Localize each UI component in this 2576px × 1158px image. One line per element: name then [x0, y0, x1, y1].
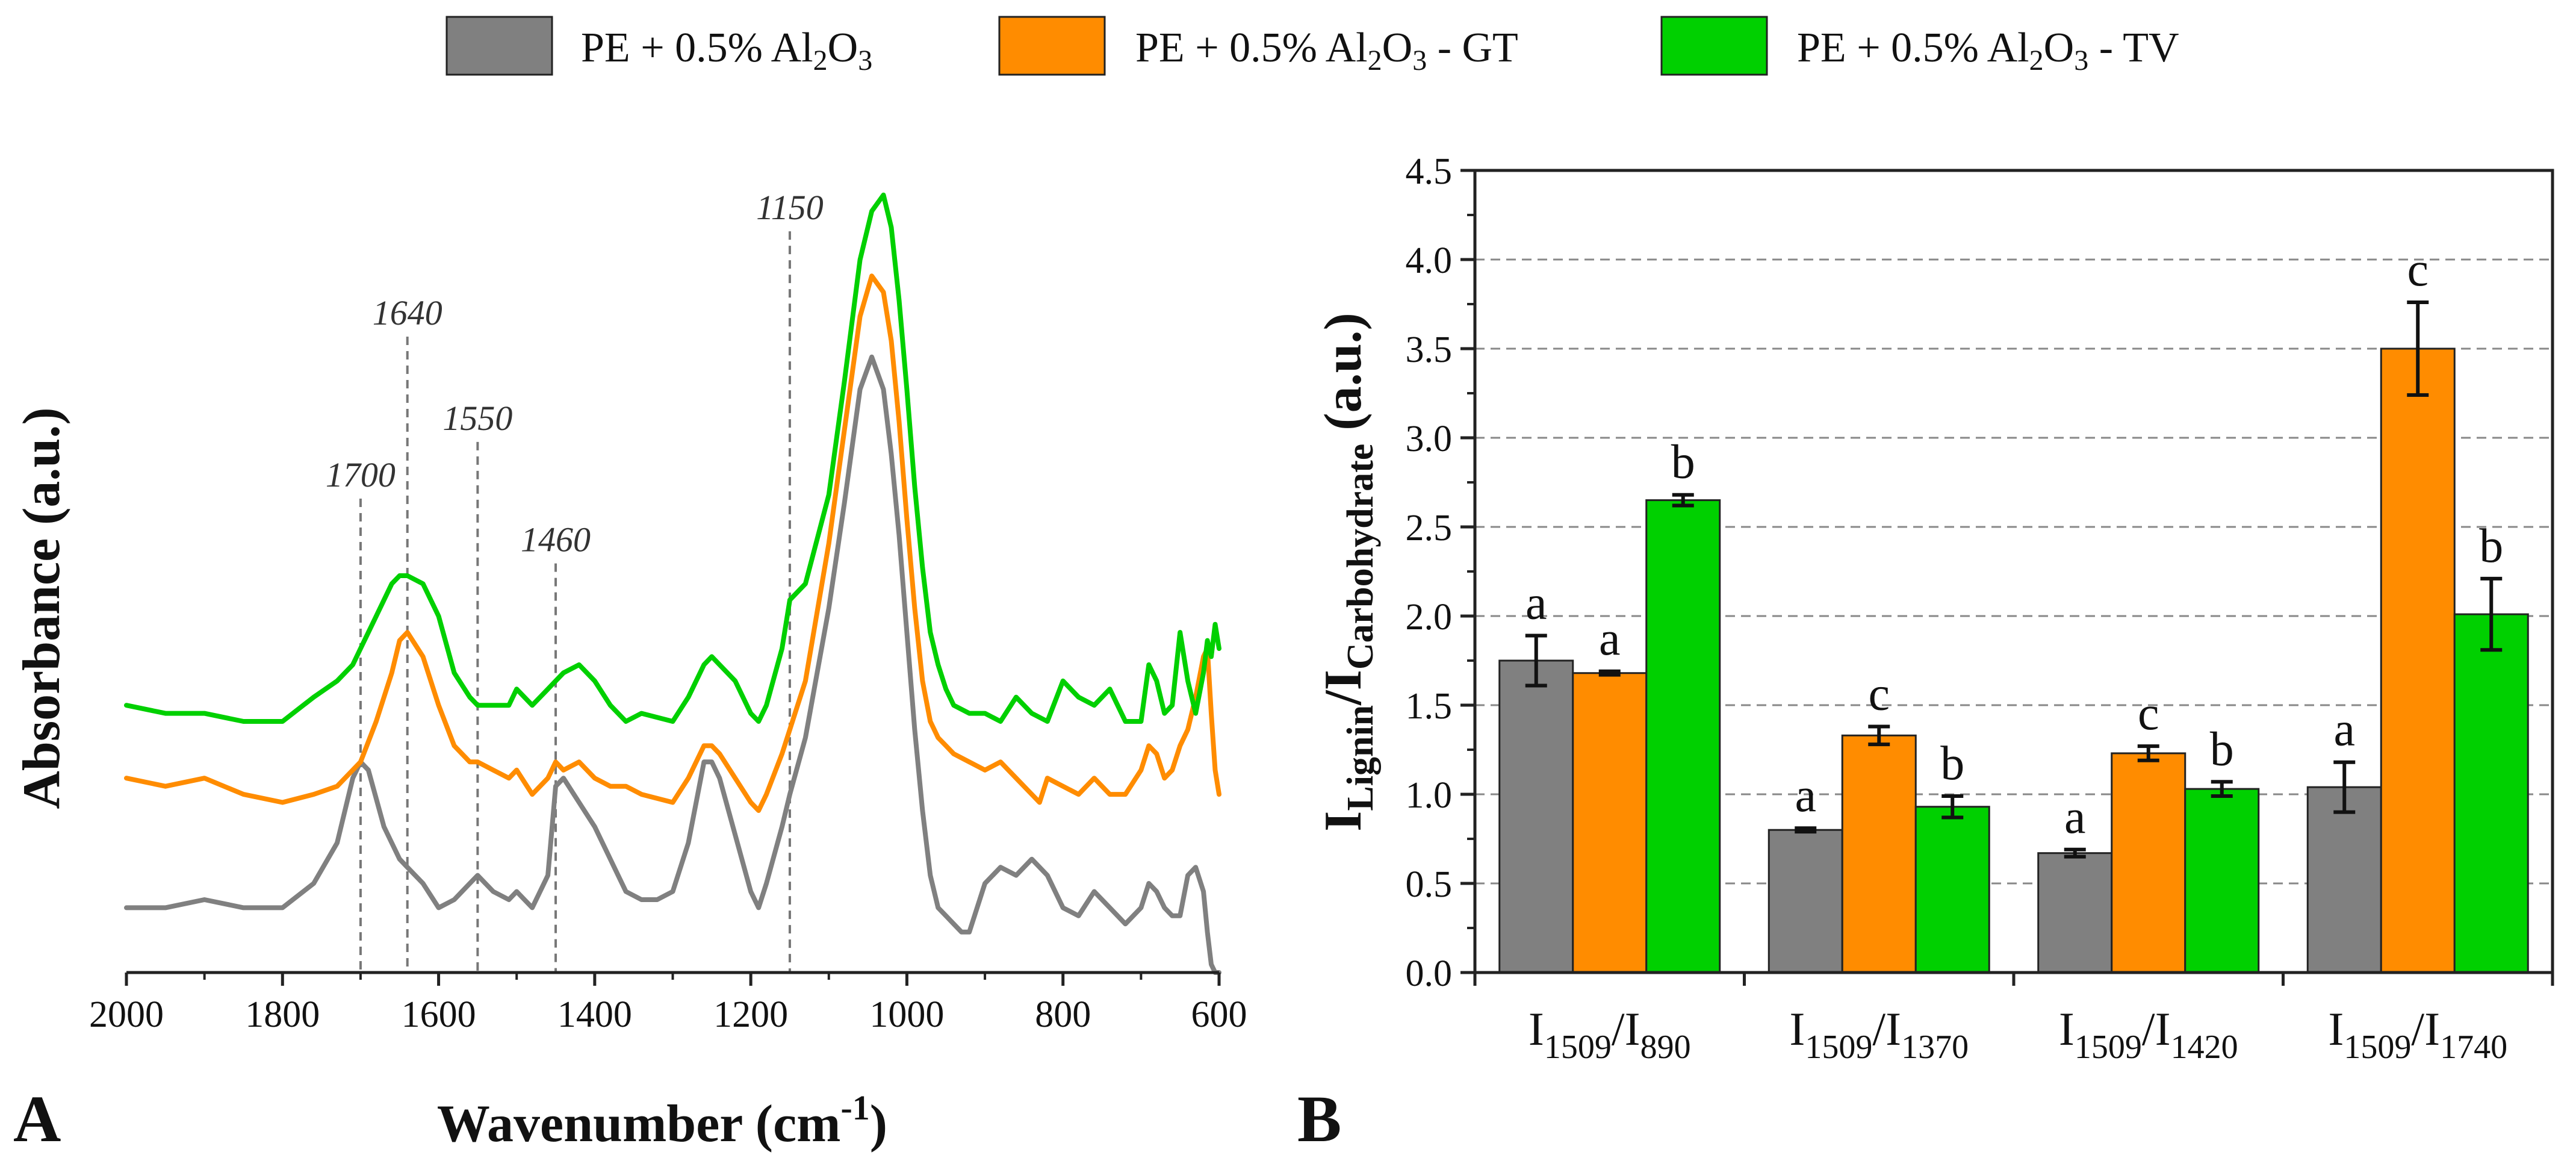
bar-pe-gt: [1841, 734, 1917, 974]
bar-y-axis-title: ILignin/ICarbohydrate (a.u.): [1314, 313, 1381, 832]
bar-pe-tv: [2184, 788, 2260, 974]
significance-label: a: [1525, 577, 1547, 630]
y-tick-label: 4.0: [1406, 240, 1453, 281]
spectrum-line-pe-gt: [124, 273, 1221, 813]
bar-pe: [2037, 852, 2113, 974]
category-label: I1509/I1420: [2059, 1003, 2238, 1066]
bar-pe-gt: [2380, 347, 2456, 974]
bar-pe-gt: [1572, 672, 1648, 974]
legend-label-pe: PE + 0.5% Al2O3: [581, 25, 872, 76]
legend: PE + 0.5% Al2O3 PE + 0.5% Al2O3 - GT PE …: [445, 16, 2179, 76]
y-tick-label: 1.0: [1406, 775, 1453, 816]
y-tick-label: 3.0: [1406, 419, 1453, 459]
significance-label: c: [2138, 687, 2159, 740]
bar-pe-tv: [1645, 499, 1721, 974]
category-label-part: 1509: [2075, 1029, 2142, 1066]
legend-swatch-pe-tv: [1660, 16, 1768, 76]
y-tick-label: 2.0: [1406, 597, 1453, 638]
peak-label: 1640: [373, 293, 442, 332]
legend-swatch-pe-gt: [998, 16, 1106, 76]
category-label-part: I: [2328, 1003, 2344, 1055]
legend-swatch-pe: [445, 16, 553, 76]
peak-label: 1550: [442, 399, 512, 438]
peak-label: 1460: [521, 520, 591, 559]
x-tick-label: 1600: [402, 994, 476, 1035]
significance-label: b: [1940, 737, 1964, 790]
category-label: I1509/I1740: [2328, 1003, 2507, 1066]
category-label-part: /I: [1612, 1003, 1640, 1055]
category-label-part: 1509: [1544, 1029, 1612, 1066]
x-ticks: 2000 1800 1600 1400 1200 1000 800 600: [89, 973, 1247, 1035]
legend-label-pe-tv: PE + 0.5% Al2O3 - TV: [1797, 25, 2179, 76]
y-tick-label: 1.5: [1406, 686, 1453, 727]
x-tick-label: 800: [1035, 994, 1091, 1035]
x-tick-label: 1400: [557, 994, 632, 1035]
panel-letter-b: B: [1297, 1082, 1341, 1156]
significance-label: b: [2210, 723, 2234, 776]
category-label: I1509/I890: [1529, 1003, 1691, 1066]
legend-item-pe-tv: PE + 0.5% Al2O3 - TV: [1660, 16, 2179, 76]
significance-label: a: [1599, 612, 1621, 665]
y-tick-label: 0.0: [1406, 953, 1453, 994]
significance-label: b: [1671, 436, 1695, 489]
category-label-part: 890: [1640, 1029, 1691, 1066]
bar-pe-tv: [2453, 613, 2529, 974]
category-label-part: /I: [2411, 1003, 2440, 1055]
category-label: I1509/I1370: [1789, 1003, 1969, 1066]
peak-label: 1700: [326, 455, 396, 494]
x-tick-label: 1000: [869, 994, 944, 1035]
bar-pe: [1768, 829, 1843, 974]
significance-label: a: [2333, 703, 2355, 756]
panel-letter-a: A: [13, 1082, 61, 1156]
bar-pe-gt: [2111, 752, 2186, 974]
y-ticks: 0.0 0.5 1.0 1.5 2.0 2.5 3.0 3.5 4.0 4.5: [1406, 151, 1475, 994]
y-tick-label: 2.5: [1406, 508, 1453, 549]
bar-pe-tv: [1914, 806, 1990, 974]
y-tick-label: 3.5: [1406, 329, 1453, 370]
peak-lines: 1700 1640 1550 1460 1150: [326, 188, 824, 973]
category-labels: I1509/I890 I1509/I1370 I1509/I1420 I1509/I1…: [1473, 973, 2554, 1066]
category-label-part: /I: [1872, 1003, 1901, 1055]
category-label-part: I: [1789, 1003, 1805, 1055]
category-label-part: I: [1529, 1003, 1544, 1055]
significance-label: c: [1868, 668, 1890, 721]
y-axis-title: Absorbance (a.u.): [13, 407, 71, 809]
y-tick-label: 4.5: [1406, 151, 1453, 192]
x-tick-label: 1800: [245, 994, 320, 1035]
significance-label: a: [1795, 769, 1816, 822]
significance-label: c: [2407, 243, 2429, 296]
spectrum-line-pe: [124, 354, 1221, 975]
bar-pe: [1498, 659, 1574, 974]
bar-pe: [2306, 786, 2382, 974]
legend-item-pe-gt: PE + 0.5% Al2O3 - GT: [998, 16, 1518, 76]
legend-label-pe-gt: PE + 0.5% Al2O3 - GT: [1135, 25, 1518, 76]
category-label-part: 1509: [2344, 1029, 2411, 1066]
category-label-part: 1509: [1805, 1029, 1872, 1066]
category-label-part: /I: [2142, 1003, 2171, 1055]
significance-label: b: [2479, 520, 2503, 573]
category-label-part: I: [2059, 1003, 2075, 1055]
spectra-series: [124, 192, 1221, 975]
ftir-spectra-panel: 1700 1640 1550 1460 1150 2000 1800 1600 1400 120…: [13, 188, 1247, 1156]
x-tick-label: 1200: [713, 994, 788, 1035]
peak-label: 1150: [756, 188, 824, 227]
x-tick-label: 2000: [89, 994, 164, 1035]
spectrum-line-pe-tv: [124, 192, 1221, 724]
legend-item-pe: PE + 0.5% Al2O3: [445, 16, 872, 76]
category-label-part: 1370: [1901, 1029, 1969, 1066]
y-tick-label: 0.5: [1406, 864, 1453, 905]
x-axis-title: Wavenumber (cm-1): [437, 1088, 887, 1153]
x-tick-label: 600: [1191, 994, 1247, 1035]
category-label-part: 1740: [2440, 1029, 2507, 1066]
category-label-part: 1420: [2171, 1029, 2238, 1066]
significance-label: a: [2064, 791, 2086, 844]
